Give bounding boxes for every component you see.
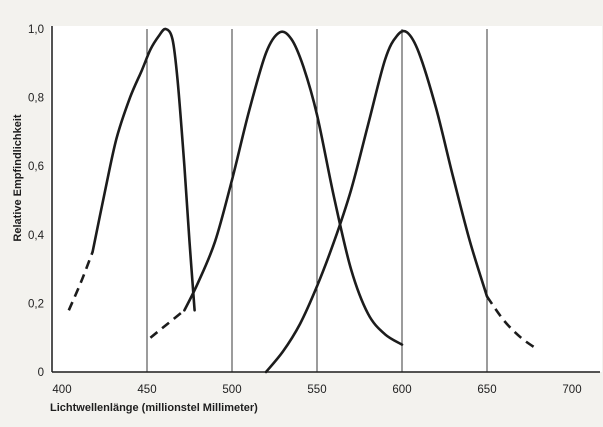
curve-1-dashed [67,251,94,311]
y-tick-label: 0,4 [28,230,45,242]
curves [67,27,539,374]
curve-2-dashed [149,309,186,339]
x-tick-label: 650 [477,384,496,396]
x-tick-labels: 400 450 500 550 600 650 700 [52,384,581,396]
x-tick-label: 400 [52,384,71,396]
y-tick-label: 0 [38,367,44,379]
y-tick-label: 1,0 [28,24,44,36]
y-tick-label: 0,8 [28,93,44,105]
x-tick-label: 600 [392,384,411,396]
x-tick-label: 700 [562,384,581,396]
x-tick-label: 450 [137,384,156,396]
curve-2-solid [183,30,404,346]
x-tick-label: 550 [307,384,326,396]
y-axis-title: Relative Empfindlichkeit [12,114,24,241]
vertical-gridlines [146,29,488,372]
curve-3-solid [264,29,489,374]
y-tick-labels: 0 0,2 0,4 0,6 0,8 1,0 [28,24,45,379]
axes [51,26,600,373]
y-tick-label: 0,2 [28,298,44,310]
x-axis-title: Lichtwellenlänge (millionstel Millimeter… [50,402,258,414]
y-tick-label: 0,6 [28,161,44,173]
x-tick-label: 500 [222,384,241,396]
plot-area [50,26,602,372]
curve-1-solid [91,27,196,312]
curve-3-dashed [485,295,539,351]
